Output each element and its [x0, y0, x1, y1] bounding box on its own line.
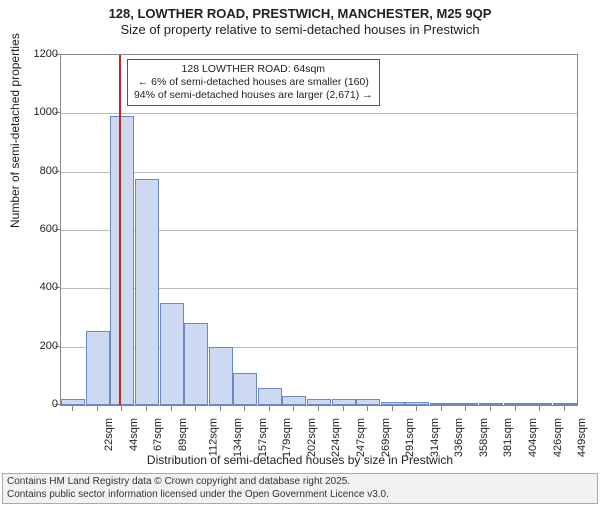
- y-axis-label: Number of semi-detached properties: [8, 33, 22, 228]
- xtick-mark: [318, 406, 319, 411]
- xtick-mark: [293, 406, 294, 411]
- xtick-label: 336sqm: [453, 418, 465, 457]
- xtick-label: 247sqm: [355, 418, 367, 457]
- xtick-mark: [269, 406, 270, 411]
- ytick-label: 1000: [18, 106, 58, 118]
- xtick-label: 112sqm: [207, 418, 219, 456]
- ytick-label: 200: [18, 340, 58, 352]
- histogram-bar: [258, 388, 282, 406]
- xtick-label: 381sqm: [503, 418, 515, 457]
- histogram-bar: [307, 399, 331, 405]
- xtick-label: 179sqm: [281, 418, 293, 457]
- ytick-label: 600: [18, 223, 58, 235]
- xtick-mark: [392, 406, 393, 411]
- xtick-mark: [244, 406, 245, 411]
- xtick-label: 67sqm: [152, 418, 164, 451]
- histogram-bar: [110, 116, 134, 405]
- xtick-mark: [490, 406, 491, 411]
- histogram-bar: [454, 403, 478, 405]
- xtick-label: 314sqm: [429, 418, 441, 457]
- chart-title-line1: 128, LOWTHER ROAD, PRESTWICH, MANCHESTER…: [0, 6, 600, 21]
- ytick-label: 800: [18, 165, 58, 177]
- xtick-label: 134sqm: [232, 418, 244, 457]
- xtick-mark: [195, 406, 196, 411]
- histogram-bar: [86, 331, 110, 405]
- xtick-mark: [220, 406, 221, 411]
- gridline: [61, 172, 577, 173]
- footer-attribution: Contains HM Land Registry data © Crown c…: [2, 473, 598, 504]
- xtick-mark: [97, 406, 98, 411]
- xtick-label: 449sqm: [576, 418, 588, 457]
- xtick-mark: [121, 406, 122, 411]
- histogram-bar: [282, 396, 306, 405]
- xtick-label: 89sqm: [177, 418, 189, 451]
- chart-plot-area: 128 LOWTHER ROAD: 64sqm← 6% of semi-deta…: [60, 54, 578, 406]
- histogram-bar: [184, 323, 208, 405]
- xtick-mark: [441, 406, 442, 411]
- annotation-box: 128 LOWTHER ROAD: 64sqm← 6% of semi-deta…: [127, 59, 380, 106]
- histogram-bar: [381, 402, 405, 406]
- annotation-line1: 128 LOWTHER ROAD: 64sqm: [134, 63, 373, 76]
- ytick-label: 1200: [18, 48, 58, 60]
- histogram-bar: [135, 179, 159, 405]
- xtick-label: 157sqm: [257, 418, 269, 457]
- xtick-mark: [171, 406, 172, 411]
- histogram-bar: [504, 403, 528, 405]
- xtick-label: 358sqm: [478, 418, 490, 457]
- histogram-bar: [356, 399, 380, 405]
- annotation-line2: ← 6% of semi-detached houses are smaller…: [134, 76, 373, 89]
- xtick-label: 202sqm: [306, 418, 318, 457]
- xtick-mark: [343, 406, 344, 411]
- xtick-label: 291sqm: [404, 418, 416, 457]
- xtick-label: 269sqm: [380, 418, 392, 457]
- xtick-label: 426sqm: [552, 418, 564, 457]
- chart-title-line2: Size of property relative to semi-detach…: [0, 22, 600, 37]
- histogram-bar: [332, 399, 356, 405]
- histogram-bar: [160, 303, 184, 405]
- ytick-label: 0: [18, 398, 58, 410]
- xtick-mark: [146, 406, 147, 411]
- histogram-bar: [528, 403, 552, 405]
- gridline: [61, 113, 577, 114]
- xtick-label: 224sqm: [331, 418, 343, 457]
- xtick-label: 404sqm: [527, 418, 539, 457]
- xtick-mark: [367, 406, 368, 411]
- histogram-bar: [553, 403, 577, 405]
- xtick-label: 22sqm: [103, 418, 115, 451]
- xtick-mark: [564, 406, 565, 411]
- histogram-bar: [61, 399, 85, 405]
- ytick-label: 400: [18, 281, 58, 293]
- footer-line1: Contains HM Land Registry data © Crown c…: [7, 476, 593, 489]
- histogram-bar: [479, 403, 503, 405]
- histogram-bar: [430, 403, 454, 405]
- xtick-label: 44sqm: [128, 418, 140, 451]
- xtick-mark: [515, 406, 516, 411]
- footer-line2: Contains public sector information licen…: [7, 489, 593, 502]
- xtick-mark: [539, 406, 540, 411]
- histogram-bar: [209, 347, 233, 405]
- annotation-line3: 94% of semi-detached houses are larger (…: [134, 89, 373, 102]
- xtick-mark: [416, 406, 417, 411]
- marker-line: [119, 55, 121, 405]
- histogram-bar: [233, 373, 257, 405]
- histogram-bar: [405, 402, 429, 405]
- xtick-mark: [465, 406, 466, 411]
- xtick-mark: [72, 406, 73, 411]
